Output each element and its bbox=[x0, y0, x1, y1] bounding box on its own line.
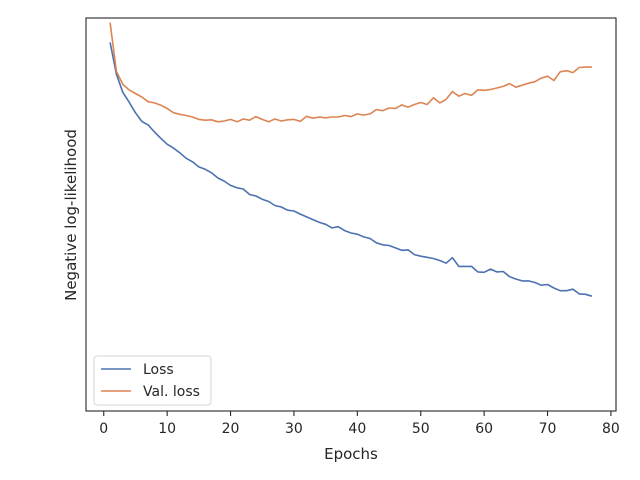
series-line-loss bbox=[109, 42, 593, 297]
x-tick-label-80: 80 bbox=[602, 421, 620, 437]
legend: Loss Val. loss bbox=[93, 355, 212, 406]
x-axis-ticks: 0 10 20 30 40 50 60 70 80 bbox=[99, 411, 620, 437]
x-tick-label-10: 10 bbox=[158, 421, 176, 437]
legend-label-val-loss: Val. loss bbox=[143, 384, 200, 400]
series-line-val-loss bbox=[109, 22, 592, 123]
x-tick-label-70: 70 bbox=[539, 421, 557, 437]
y-axis-label: Negative log-likelihood bbox=[62, 129, 80, 301]
plot-frame bbox=[85, 17, 617, 412]
x-tick-label-40: 40 bbox=[348, 421, 366, 437]
x-tick-label-20: 20 bbox=[222, 421, 240, 437]
x-tick-label-60: 60 bbox=[475, 421, 493, 437]
x-tick-label-50: 50 bbox=[412, 421, 430, 437]
legend-label-loss: Loss bbox=[143, 362, 174, 378]
x-tick-label-0: 0 bbox=[99, 421, 108, 437]
x-axis-label: Epochs bbox=[324, 445, 378, 463]
series-lines bbox=[109, 22, 593, 297]
x-tick-label-30: 30 bbox=[285, 421, 303, 437]
